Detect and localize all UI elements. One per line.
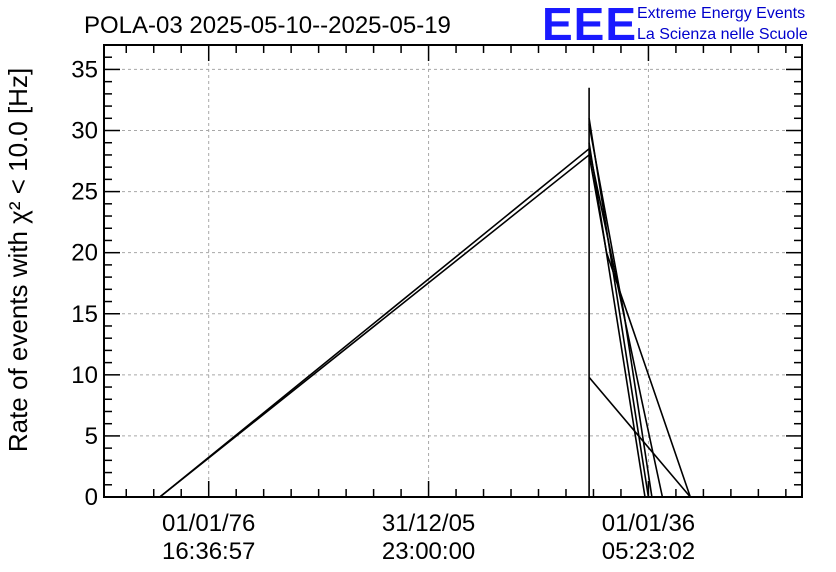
y-tick-label: 25: [71, 179, 98, 206]
series-line-2: [159, 147, 664, 498]
series-group: [159, 87, 692, 498]
series-line-7: [588, 376, 691, 498]
y-axis-label: Rate of events with χ² < 10.0 [Hz]: [3, 68, 33, 452]
y-tick-label: 0: [85, 484, 98, 511]
series-line-1: [159, 153, 692, 498]
x-tick-time: 16:36:57: [162, 538, 255, 565]
logo-line1: Extreme Energy Events: [637, 5, 805, 22]
y-tick-label: 15: [71, 301, 98, 328]
x-tick-date: 01/01/36: [602, 510, 695, 537]
x-tick-time: 23:00:00: [382, 538, 475, 565]
x-tick-time: 05:23:02: [602, 538, 695, 565]
y-tick-label: 20: [71, 240, 98, 267]
y-tick-label: 30: [71, 118, 98, 145]
plot-frame: [103, 44, 803, 498]
y-tick-label: 10: [71, 362, 98, 389]
axes: [103, 44, 803, 498]
series-line-5: [588, 142, 646, 498]
chart-title: POLA-03 2025-05-10--2025-05-19: [84, 12, 451, 39]
eee-logo: EEE Extreme Energy Events La Scienza nel…: [542, 0, 808, 50]
y-tick-label: 5: [85, 423, 98, 450]
x-tick-date: 01/01/76: [162, 510, 255, 537]
y-tick-label: 35: [71, 56, 98, 83]
grid: [104, 45, 802, 497]
logo-line2: La Scienza nelle Scuole: [637, 26, 808, 43]
y-tick-labels: 0 5 10 15 20 25 30 35: [71, 56, 98, 511]
x-tick-date: 31/12/05: [382, 510, 475, 537]
series-line-4: [588, 118, 650, 498]
logo-mark: EEE: [542, 0, 637, 50]
